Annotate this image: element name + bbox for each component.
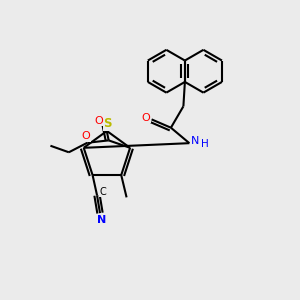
Text: O: O — [142, 113, 151, 123]
Text: C: C — [100, 187, 106, 197]
Text: N: N — [190, 136, 199, 146]
Text: H: H — [201, 140, 209, 149]
Text: O: O — [82, 131, 91, 141]
Text: S: S — [103, 117, 112, 130]
Text: N: N — [97, 215, 106, 225]
Text: O: O — [94, 116, 103, 126]
